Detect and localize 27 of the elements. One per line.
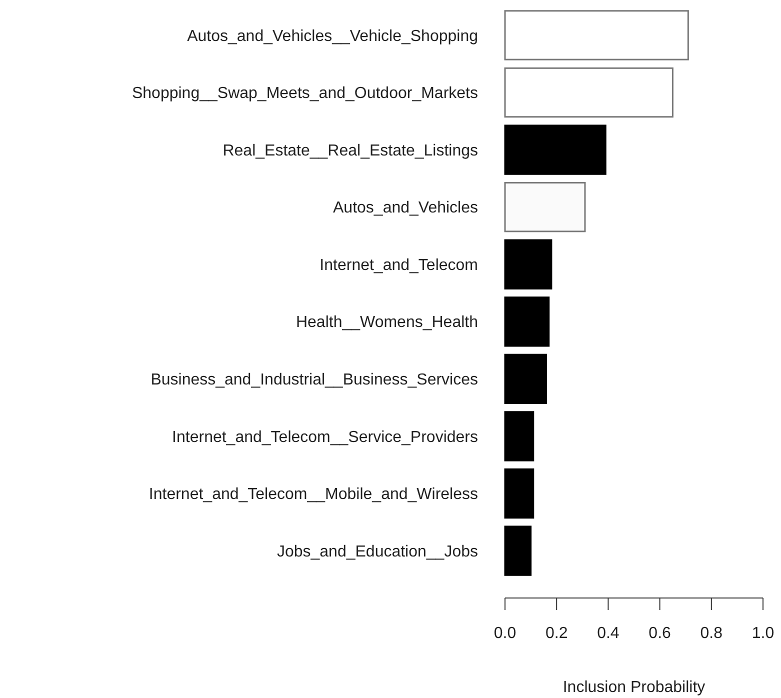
y-tick-label: Internet_and_Telecom__Service_Providers (172, 428, 478, 446)
bar (504, 526, 532, 576)
bar (504, 67, 674, 118)
y-tick-label: Internet_and_Telecom (320, 256, 478, 274)
bar (504, 296, 550, 347)
x-tick-label: 0.0 (494, 625, 516, 642)
y-tick-label: Autos_and_Vehicles__Vehicle_Shopping (187, 28, 478, 45)
x-tick-label: 0.2 (545, 625, 568, 642)
bar (504, 239, 552, 290)
x-tick-label: 1.0 (752, 625, 774, 642)
y-tick-label: Autos_and_Vehicles (333, 200, 478, 217)
bar (504, 411, 534, 462)
y-tick-label: Business_and_Industrial__Business_Services (150, 372, 478, 389)
y-tick-label: Health__Womens_Health (296, 314, 478, 332)
x-tick-label: 0.8 (700, 625, 723, 642)
x-axis-title: Inclusion Probability (562, 679, 706, 696)
x-tick-label: 0.4 (597, 625, 620, 642)
bar (504, 10, 689, 60)
bar (504, 124, 606, 175)
y-tick-label: Jobs_and_Education__Jobs (276, 543, 478, 560)
bar (504, 468, 534, 519)
y-tick-label: Shopping__Swap_Meets_and_Outdoor_Markets (132, 85, 478, 102)
x-tick-label: 0.6 (648, 625, 672, 642)
bar (504, 182, 586, 232)
y-tick-label: Internet_and_Telecom__Mobile_and_Wireless (148, 486, 478, 504)
y-tick-label: Real_Estate__Real_Estate_Listings (222, 142, 478, 160)
bar (504, 354, 548, 404)
